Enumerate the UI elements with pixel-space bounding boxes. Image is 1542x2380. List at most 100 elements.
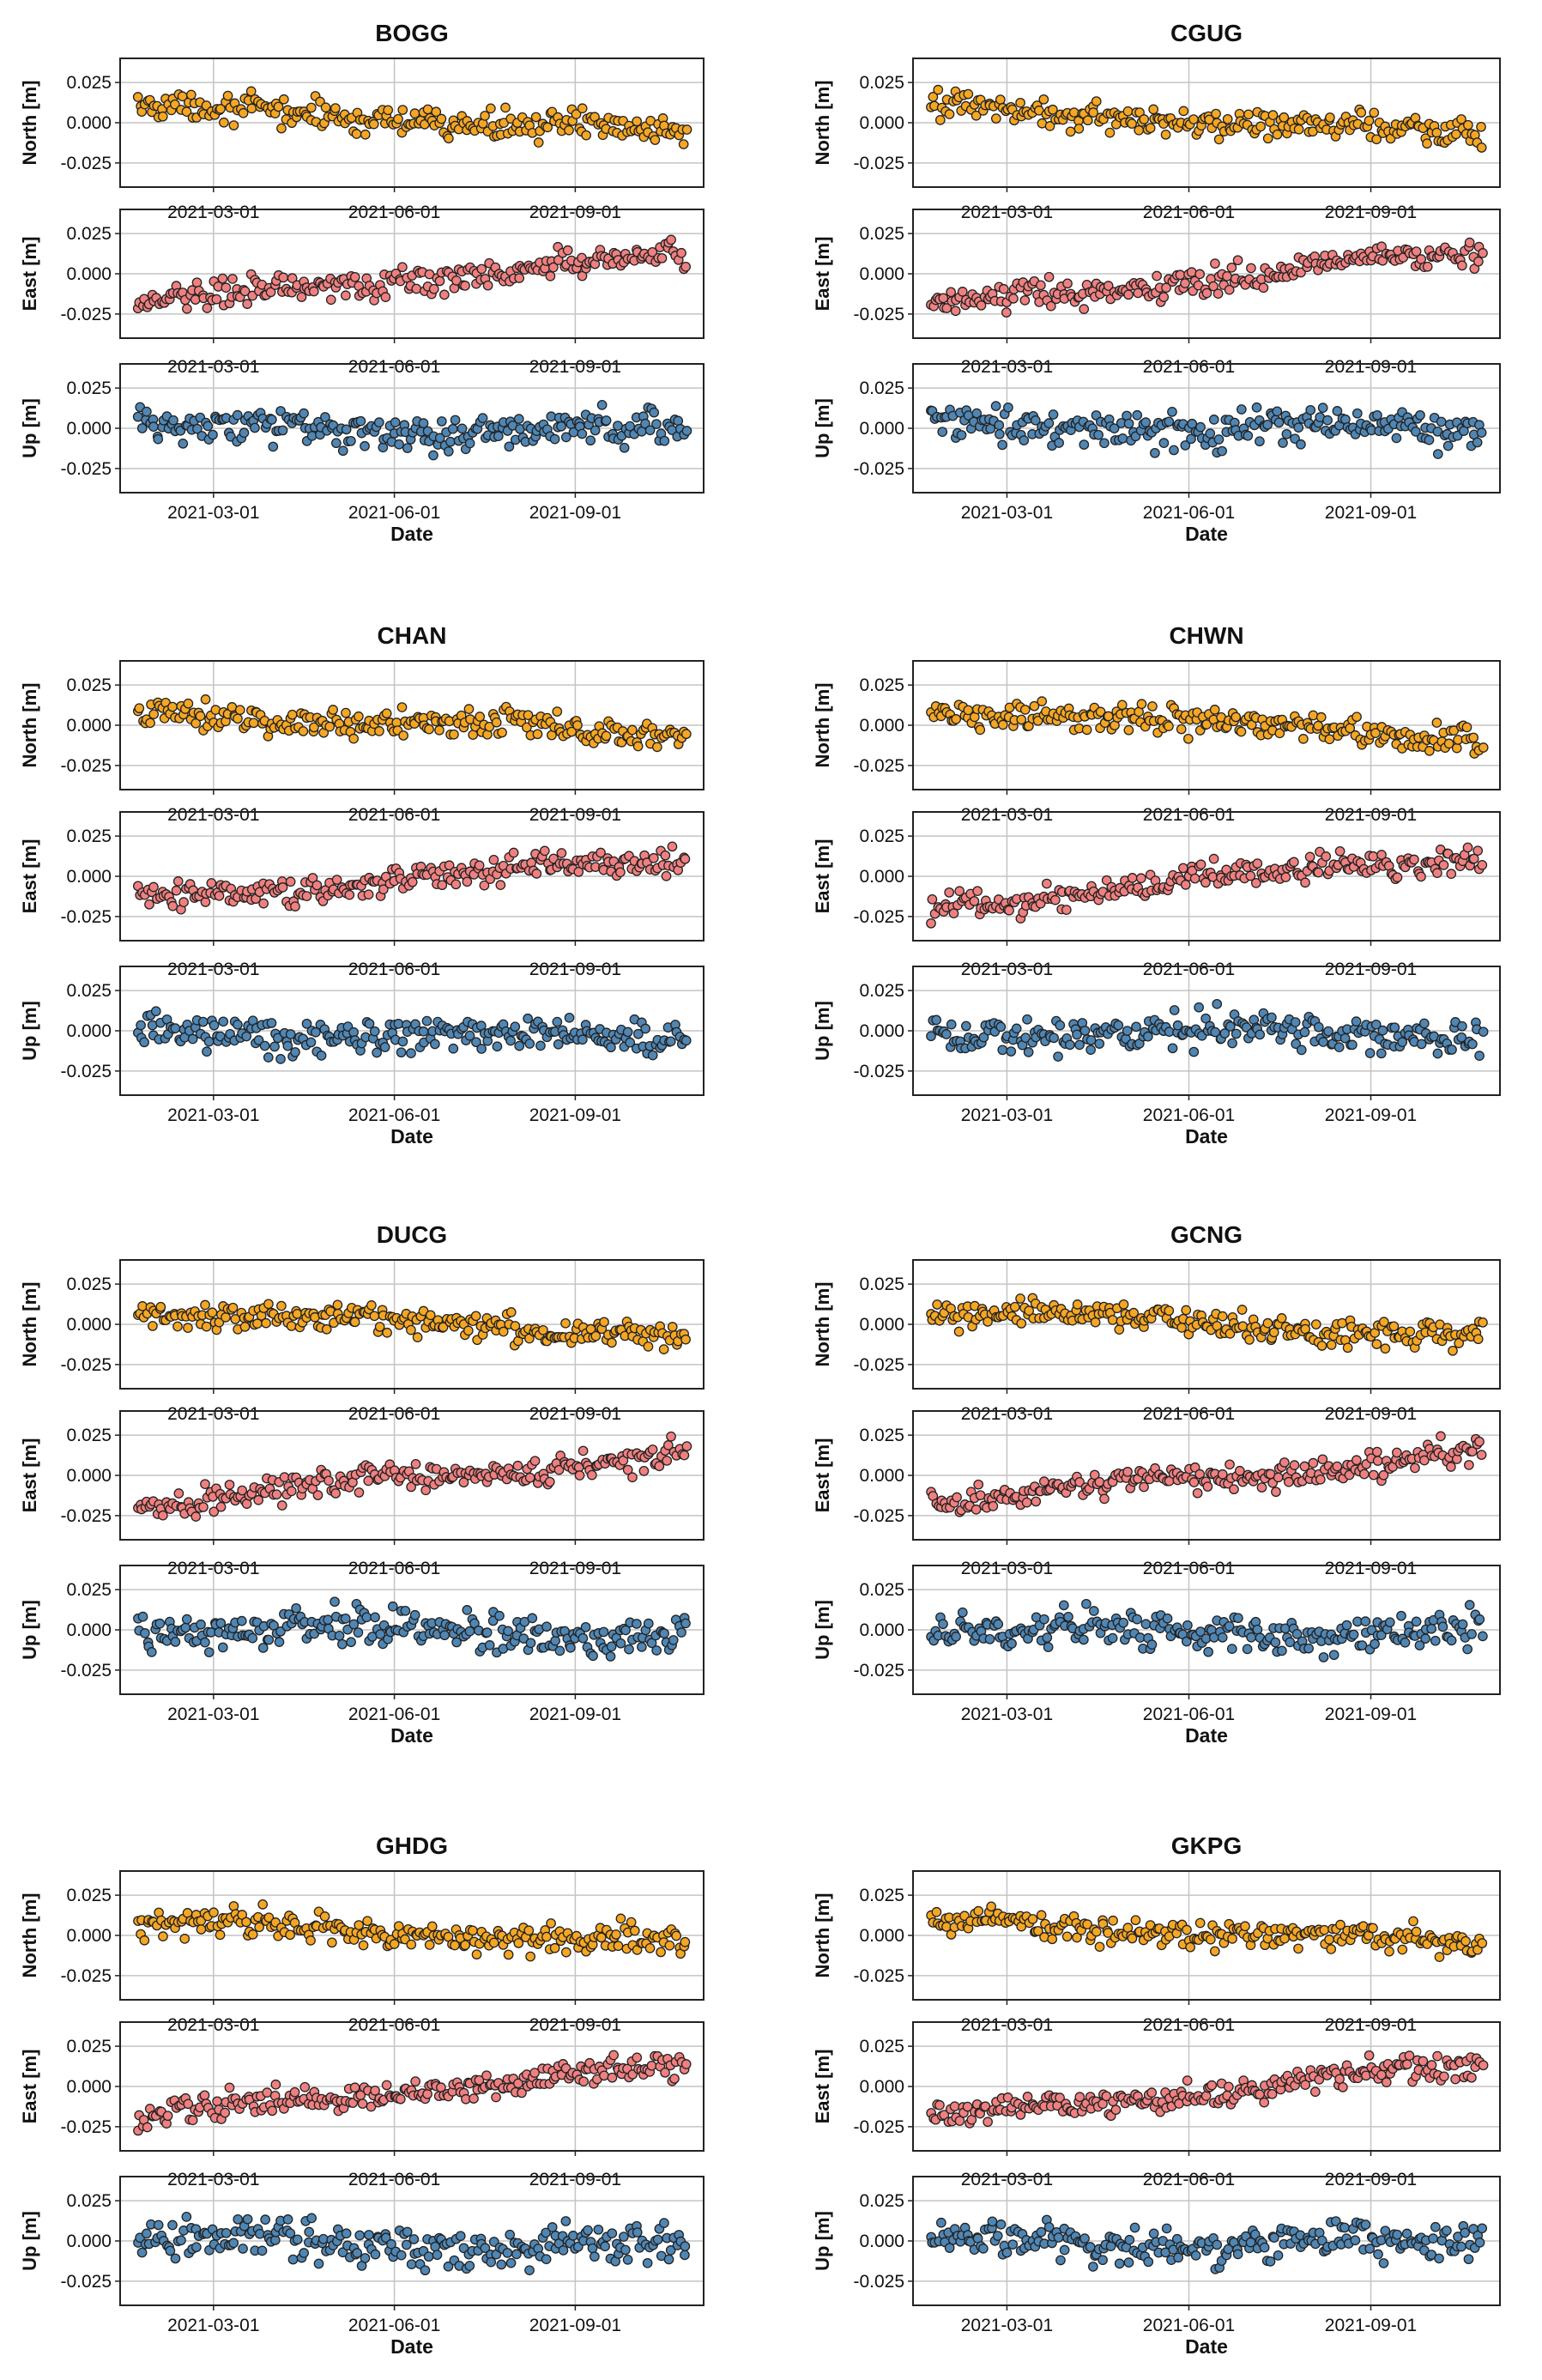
- data-point: [341, 707, 351, 718]
- data-point: [464, 1626, 475, 1637]
- data-point: [1212, 288, 1224, 299]
- data-point: [199, 2090, 210, 2101]
- data-point: [418, 1026, 429, 1037]
- data-point: [659, 435, 670, 446]
- data-point: [233, 1019, 243, 1030]
- y-tick-label: 0.000: [66, 716, 112, 736]
- chart-title: GCNG: [1170, 1221, 1243, 1248]
- series-points: [133, 1596, 691, 1662]
- data-point: [1244, 1335, 1255, 1345]
- data-point: [626, 1917, 637, 1928]
- data-point: [1322, 415, 1333, 426]
- data-point: [556, 848, 567, 858]
- y-tick-label: 0.025: [66, 73, 112, 93]
- data-point: [681, 124, 692, 135]
- data-point: [493, 431, 504, 441]
- data-point: [428, 450, 438, 461]
- data-point: [178, 438, 189, 449]
- data-point: [285, 1929, 295, 1941]
- y-axis-label: East [m]: [812, 1438, 833, 1513]
- y-tick-label: 0.000: [859, 419, 904, 439]
- data-point: [217, 1642, 228, 1653]
- x-tick-label: 2021-03-01: [167, 1705, 259, 1724]
- series-points: [926, 1431, 1487, 1517]
- data-point: [475, 712, 486, 722]
- data-point: [1132, 409, 1143, 421]
- data-point: [274, 1637, 285, 1647]
- data-point: [1122, 1026, 1133, 1036]
- data-point: [1233, 1613, 1243, 1624]
- data-point: [1192, 1487, 1203, 1499]
- data-point: [464, 438, 475, 449]
- data-point: [1011, 1023, 1022, 1034]
- data-point: [1158, 438, 1170, 449]
- data-point: [269, 1041, 280, 1052]
- data-point: [492, 1041, 503, 1052]
- data-point: [632, 1619, 642, 1629]
- y-tick-label: 0.025: [66, 1886, 112, 1905]
- chart-title: DUCG: [377, 1221, 447, 1248]
- data-point: [1079, 304, 1090, 314]
- data-point: [1043, 1642, 1054, 1652]
- data-point: [241, 1499, 252, 1509]
- series-points: [926, 696, 1489, 759]
- data-point: [1431, 127, 1442, 138]
- y-tick-label: -0.025: [60, 459, 112, 479]
- data-point: [207, 1307, 218, 1318]
- data-point: [1273, 417, 1285, 428]
- y-tick-label: -0.025: [853, 459, 904, 479]
- data-point: [1058, 1600, 1069, 1611]
- data-point: [681, 426, 692, 436]
- y-axis-label: East [m]: [812, 237, 833, 312]
- data-point: [353, 1627, 364, 1638]
- data-point: [957, 287, 968, 297]
- y-tick-label: -0.025: [853, 1506, 904, 1526]
- data-point: [1152, 270, 1162, 282]
- data-point: [1139, 1481, 1149, 1493]
- data-point: [346, 1637, 356, 1648]
- data-point: [474, 860, 485, 871]
- data-point: [470, 1311, 481, 1322]
- data-point: [378, 442, 389, 453]
- data-point: [565, 1642, 576, 1653]
- data-point: [1135, 873, 1146, 884]
- data-point: [381, 2080, 392, 2091]
- data-point: [383, 105, 394, 116]
- data-point: [436, 113, 447, 124]
- y-tick-label: -0.025: [60, 154, 112, 173]
- data-point: [170, 99, 180, 110]
- data-point: [1424, 434, 1435, 445]
- data-point: [428, 283, 439, 294]
- data-point: [368, 118, 379, 130]
- data-point: [1464, 237, 1475, 248]
- data-point: [1201, 288, 1212, 299]
- data-point: [944, 887, 955, 898]
- data-point: [1217, 1632, 1228, 1643]
- data-point: [1094, 1039, 1105, 1049]
- data-point: [348, 733, 359, 744]
- data-point: [513, 414, 524, 424]
- data-point: [361, 1612, 372, 1623]
- data-point: [1380, 1343, 1391, 1354]
- data-point: [997, 719, 1008, 730]
- data-point: [221, 1312, 231, 1323]
- data-point: [1432, 449, 1443, 459]
- data-point: [477, 413, 488, 423]
- data-point: [944, 109, 955, 119]
- axes-frame: [119, 209, 704, 339]
- data-point: [200, 694, 211, 705]
- data-point: [1146, 1639, 1158, 1650]
- data-point: [431, 106, 442, 118]
- data-point: [409, 1609, 420, 1620]
- data-point: [546, 411, 557, 422]
- data-point: [1405, 1326, 1416, 1337]
- data-point: [200, 1637, 210, 1648]
- data-point: [1209, 705, 1220, 715]
- data-point: [366, 1300, 377, 1311]
- data-point: [1194, 269, 1206, 280]
- data-point: [481, 1627, 493, 1638]
- x-tick-label: 2021-09-01: [1325, 1705, 1417, 1724]
